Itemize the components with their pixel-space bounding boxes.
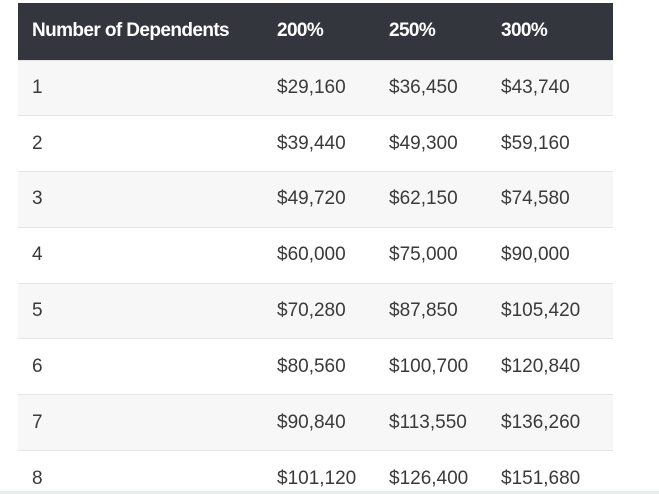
cell-200-percent: $80,560 (277, 338, 389, 395)
cell-dependents: 4 (18, 226, 277, 284)
table-row: 4 $60,000 $75,000 $90,000 (18, 226, 613, 284)
cell-200-percent: $60,000 (277, 226, 389, 284)
table-row: 7 $90,840 $113,550 $136,260 (18, 394, 613, 451)
table-row: 2 $39,440 $49,300 $59,160 (18, 115, 613, 172)
cell-250-percent: $126,400 (389, 450, 501, 494)
cell-300-percent: $59,160 (501, 115, 613, 172)
cell-250-percent: $87,850 (389, 282, 501, 339)
cell-200-percent: $90,840 (277, 394, 389, 451)
table-row: 6 $80,560 $100,700 $120,840 (18, 338, 613, 395)
cell-300-percent: $136,260 (501, 394, 613, 451)
cell-dependents: 6 (18, 338, 277, 395)
cell-dependents: 5 (18, 282, 277, 339)
cell-200-percent: $29,160 (277, 59, 389, 116)
cell-300-percent: $120,840 (501, 338, 613, 395)
income-table: Number of Dependents 200% 250% 300% 1 $2… (18, 3, 613, 494)
header-300-percent: 300% (501, 20, 548, 42)
cell-300-percent: $105,420 (501, 282, 613, 339)
cell-250-percent: $75,000 (389, 226, 501, 284)
table-row: 8 $101,120 $126,400 $151,680 (18, 450, 613, 494)
header-number-of-dependents: Number of Dependents (32, 20, 230, 42)
header-200-percent: 200% (277, 20, 324, 42)
cell-200-percent: $39,440 (277, 115, 389, 172)
cell-250-percent: $62,150 (389, 171, 501, 228)
cell-250-percent: $100,700 (389, 338, 501, 395)
cell-200-percent: $49,720 (277, 171, 389, 228)
cell-dependents: 2 (18, 115, 277, 172)
cell-dependents: 3 (18, 171, 277, 228)
cell-300-percent: $90,000 (501, 226, 613, 284)
cell-250-percent: $49,300 (389, 115, 501, 172)
cell-250-percent: $113,550 (389, 394, 501, 451)
bottom-divider (0, 491, 659, 494)
cell-300-percent: $43,740 (501, 59, 613, 116)
cell-250-percent: $36,450 (389, 59, 501, 116)
table-header-row: Number of Dependents 200% 250% 300% (18, 3, 613, 60)
cell-dependents: 7 (18, 394, 277, 451)
table-row: 5 $70,280 $87,850 $105,420 (18, 282, 613, 339)
cell-300-percent: $74,580 (501, 171, 613, 228)
table-row: 3 $49,720 $62,150 $74,580 (18, 171, 613, 228)
cell-200-percent: $70,280 (277, 282, 389, 339)
table-row: 1 $29,160 $36,450 $43,740 (18, 59, 613, 116)
cell-dependents: 8 (18, 450, 277, 494)
cell-300-percent: $151,680 (501, 450, 613, 494)
cell-dependents: 1 (18, 59, 277, 116)
cell-200-percent: $101,120 (277, 450, 389, 494)
header-250-percent: 250% (389, 20, 436, 42)
